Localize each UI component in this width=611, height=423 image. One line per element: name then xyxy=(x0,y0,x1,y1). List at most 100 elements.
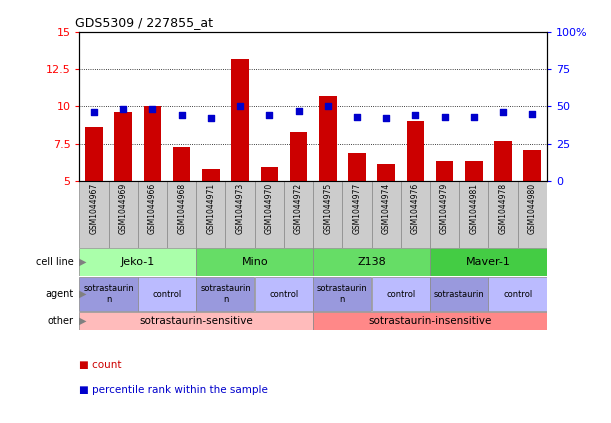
Text: sotrastaurin-insensitive: sotrastaurin-insensitive xyxy=(368,316,492,326)
Bar xyxy=(313,313,547,330)
Text: Mino: Mino xyxy=(241,257,268,267)
Text: GSM1044977: GSM1044977 xyxy=(353,183,362,234)
Point xyxy=(177,112,186,118)
Bar xyxy=(138,181,167,248)
Bar xyxy=(79,248,196,276)
Text: sotrastaurin-sensitive: sotrastaurin-sensitive xyxy=(139,316,253,326)
Bar xyxy=(488,181,518,248)
Bar xyxy=(494,140,512,181)
Text: ■ count: ■ count xyxy=(79,360,122,370)
Point xyxy=(527,110,537,117)
Bar xyxy=(109,181,138,248)
Text: GSM1044974: GSM1044974 xyxy=(382,183,390,234)
Point xyxy=(498,109,508,115)
Bar xyxy=(348,153,366,181)
Text: GSM1044976: GSM1044976 xyxy=(411,183,420,234)
Bar xyxy=(465,162,483,181)
Bar xyxy=(371,277,430,311)
Point xyxy=(265,112,274,118)
Bar xyxy=(86,127,103,181)
Bar xyxy=(114,112,132,181)
Text: ▶: ▶ xyxy=(79,316,86,326)
Text: sotrastaurin
n: sotrastaurin n xyxy=(317,284,368,304)
Bar xyxy=(313,248,430,276)
Bar xyxy=(459,181,488,248)
Text: control: control xyxy=(503,290,532,299)
Text: sotrastaurin: sotrastaurin xyxy=(434,290,485,299)
Bar xyxy=(430,181,459,248)
Bar xyxy=(79,277,137,311)
Text: GSM1044968: GSM1044968 xyxy=(177,183,186,234)
Point xyxy=(206,115,216,121)
Text: GSM1044972: GSM1044972 xyxy=(294,183,303,234)
Text: GSM1044975: GSM1044975 xyxy=(323,183,332,234)
Bar xyxy=(225,181,255,248)
Bar xyxy=(430,277,488,311)
Text: control: control xyxy=(153,290,181,299)
Text: ▶: ▶ xyxy=(79,289,86,299)
Bar xyxy=(524,149,541,181)
Text: GSM1044967: GSM1044967 xyxy=(90,183,98,234)
Bar xyxy=(79,181,109,248)
Text: GSM1044980: GSM1044980 xyxy=(528,183,536,234)
Bar xyxy=(313,277,371,311)
Bar xyxy=(255,277,313,311)
Bar xyxy=(79,313,313,330)
Point xyxy=(148,106,158,113)
Bar xyxy=(144,106,161,181)
Text: other: other xyxy=(47,316,73,326)
Text: control: control xyxy=(269,290,299,299)
Point xyxy=(411,112,420,118)
Text: Maver-1: Maver-1 xyxy=(466,257,511,267)
Text: Jeko-1: Jeko-1 xyxy=(121,257,155,267)
Point xyxy=(89,109,99,115)
Bar xyxy=(407,121,424,181)
Text: sotrastaurin
n: sotrastaurin n xyxy=(83,284,134,304)
Bar xyxy=(284,181,313,248)
Point xyxy=(323,103,332,110)
Bar xyxy=(401,181,430,248)
Bar xyxy=(196,277,254,311)
Bar xyxy=(138,277,196,311)
Point xyxy=(381,115,391,121)
Point xyxy=(352,113,362,120)
Bar xyxy=(518,181,547,248)
Text: GSM1044970: GSM1044970 xyxy=(265,183,274,234)
Bar xyxy=(196,181,225,248)
Bar xyxy=(436,162,453,181)
Text: GSM1044981: GSM1044981 xyxy=(469,183,478,234)
Bar xyxy=(488,277,547,311)
Text: ▶: ▶ xyxy=(79,257,86,267)
Text: ■ percentile rank within the sample: ■ percentile rank within the sample xyxy=(79,385,268,395)
Text: GSM1044969: GSM1044969 xyxy=(119,183,128,234)
Text: control: control xyxy=(386,290,415,299)
Point xyxy=(469,113,478,120)
Bar xyxy=(430,248,547,276)
Point xyxy=(119,106,128,113)
Point xyxy=(294,107,304,114)
Bar xyxy=(232,58,249,181)
Bar xyxy=(378,165,395,181)
Text: sotrastaurin
n: sotrastaurin n xyxy=(200,284,251,304)
Bar xyxy=(196,248,313,276)
Bar xyxy=(319,96,337,181)
Text: GSM1044966: GSM1044966 xyxy=(148,183,157,234)
Text: GSM1044973: GSM1044973 xyxy=(236,183,244,234)
Bar xyxy=(202,169,220,181)
Point xyxy=(440,113,450,120)
Bar xyxy=(173,146,191,181)
Text: GSM1044971: GSM1044971 xyxy=(207,183,216,234)
Bar xyxy=(342,181,371,248)
Bar xyxy=(255,181,284,248)
Bar xyxy=(290,132,307,181)
Bar xyxy=(313,181,342,248)
Bar xyxy=(371,181,401,248)
Text: GSM1044978: GSM1044978 xyxy=(499,183,508,234)
Text: Z138: Z138 xyxy=(357,257,386,267)
Bar xyxy=(167,181,196,248)
Text: cell line: cell line xyxy=(35,257,73,267)
Text: GDS5309 / 227855_at: GDS5309 / 227855_at xyxy=(75,16,213,29)
Point xyxy=(235,103,245,110)
Text: GSM1044979: GSM1044979 xyxy=(440,183,449,234)
Bar xyxy=(260,168,278,181)
